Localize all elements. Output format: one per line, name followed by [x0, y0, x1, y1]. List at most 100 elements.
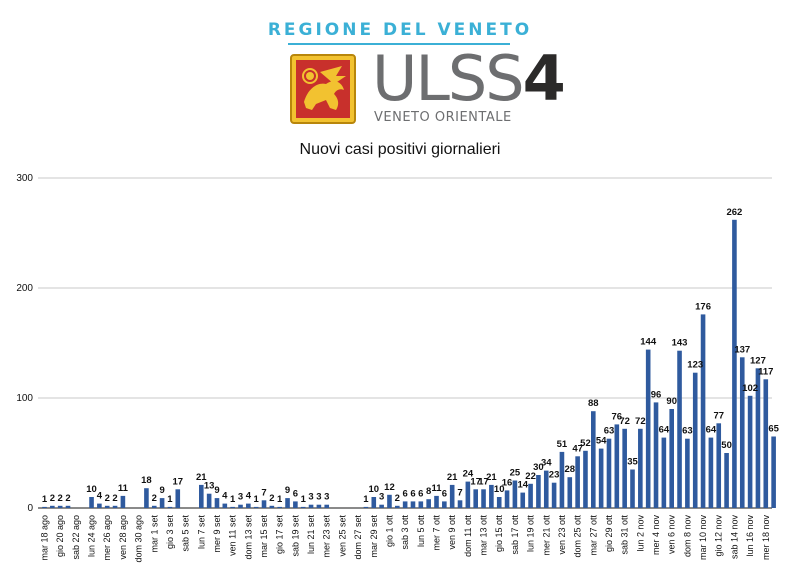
x-tick-label: mer 18 nov — [761, 515, 771, 561]
value-label: 17 — [470, 476, 481, 487]
x-tick-label: mar 18 ago — [40, 515, 50, 561]
bar — [418, 501, 424, 508]
bars — [42, 219, 776, 509]
value-label: 13 — [204, 481, 215, 492]
bar — [739, 357, 745, 508]
bar — [708, 437, 714, 508]
bar — [50, 505, 55, 508]
value-label: 21 — [196, 472, 207, 483]
value-label: 63 — [682, 426, 693, 437]
ulss-logo-subtitle: VENETO ORIENTALE — [374, 110, 512, 125]
value-label: 17 — [478, 476, 489, 487]
bar — [89, 497, 94, 508]
value-label: 25 — [510, 468, 521, 479]
value-label: 35 — [627, 457, 638, 468]
value-label: 16 — [502, 477, 513, 488]
value-label: 143 — [672, 338, 688, 349]
value-label: 3 — [324, 492, 329, 503]
value-label: 2 — [112, 493, 117, 504]
bar — [57, 505, 63, 508]
region-name: REGIONE DEL VENETO — [267, 20, 533, 40]
bar — [199, 484, 204, 508]
x-axis-ticks: mar 18 ago gio 20 ago sab 22 ago lun 24 ago… — [40, 515, 771, 563]
value-label: 9 — [159, 485, 164, 496]
x-tick-label: sab 22 ago — [71, 515, 81, 560]
bar — [434, 495, 439, 508]
value-label: 176 — [695, 301, 711, 312]
bar — [583, 450, 588, 508]
value-label: 2 — [50, 493, 55, 504]
bar — [363, 506, 369, 508]
x-tick-label: gio 12 nov — [714, 515, 724, 557]
bar — [120, 495, 126, 508]
header: REGIONE DEL VENETO ULSS4 VENETO ORIENTAL… — [0, 0, 800, 140]
bar — [104, 505, 110, 508]
bar — [238, 504, 243, 508]
bar — [387, 494, 392, 508]
bar — [269, 505, 275, 508]
value-label: 4 — [246, 491, 252, 502]
value-label: 117 — [758, 366, 773, 377]
y-tick-label: 100 — [16, 393, 33, 404]
x-tick-label: gio 3 set — [165, 515, 175, 550]
bar — [481, 489, 486, 508]
value-label: 4 — [222, 491, 228, 502]
value-label: 63 — [604, 426, 615, 437]
x-tick-label: lun 2 nov — [635, 515, 645, 552]
bar — [214, 498, 220, 508]
value-label: 3 — [308, 492, 313, 503]
bar — [65, 505, 71, 508]
bar — [551, 482, 557, 508]
x-tick-label: lun 5 ott — [416, 515, 426, 548]
value-label: 65 — [768, 424, 779, 435]
value-label: 1 — [230, 494, 236, 505]
bar — [489, 484, 494, 508]
value-label: 262 — [726, 207, 742, 218]
bar — [661, 437, 667, 508]
bar — [167, 506, 173, 508]
value-label: 90 — [666, 396, 677, 407]
value-label: 2 — [269, 493, 274, 504]
x-tick-label: sab 17 ott — [510, 515, 520, 555]
y-axis-ticks: 0 100 200 300 — [16, 173, 33, 514]
value-label: 10 — [86, 484, 97, 495]
x-tick-label: lun 16 nov — [745, 515, 755, 557]
value-label: 76 — [612, 411, 623, 422]
bar — [591, 411, 596, 508]
bar — [677, 350, 682, 508]
bar — [457, 500, 463, 508]
bar — [112, 505, 118, 508]
bar — [567, 477, 573, 508]
bar — [230, 506, 235, 508]
bar — [512, 480, 518, 508]
value-label: 4 — [97, 491, 103, 502]
x-tick-label: dom 11 ott — [463, 515, 473, 557]
value-label: 72 — [619, 416, 630, 427]
value-label: 1 — [363, 494, 369, 505]
bar — [293, 501, 298, 508]
bar — [151, 505, 157, 508]
x-tick-label: mar 10 nov — [698, 515, 708, 561]
x-tick-label: gio 29 ott — [604, 515, 614, 553]
value-label: 3 — [316, 492, 321, 503]
value-label: 8 — [426, 486, 431, 497]
ulss-logo-main: ULSS — [372, 42, 525, 115]
value-label: 12 — [384, 482, 395, 493]
value-label: 1 — [167, 494, 173, 505]
bar — [763, 379, 769, 508]
bar — [536, 475, 541, 508]
value-label: 6 — [442, 488, 447, 499]
value-label: 50 — [721, 440, 732, 451]
x-tick-label: gio 1 ott — [384, 515, 394, 548]
value-label: 22 — [525, 471, 536, 482]
bar — [685, 438, 690, 508]
x-tick-label: mer 9 set — [212, 515, 222, 553]
bar — [559, 451, 565, 508]
value-label: 3 — [238, 492, 243, 503]
x-tick-label: gio 17 set — [275, 515, 285, 555]
bar — [316, 504, 322, 508]
value-label: 7 — [457, 487, 462, 498]
bar — [638, 428, 643, 508]
bar — [175, 489, 181, 508]
value-label: 54 — [596, 436, 607, 447]
